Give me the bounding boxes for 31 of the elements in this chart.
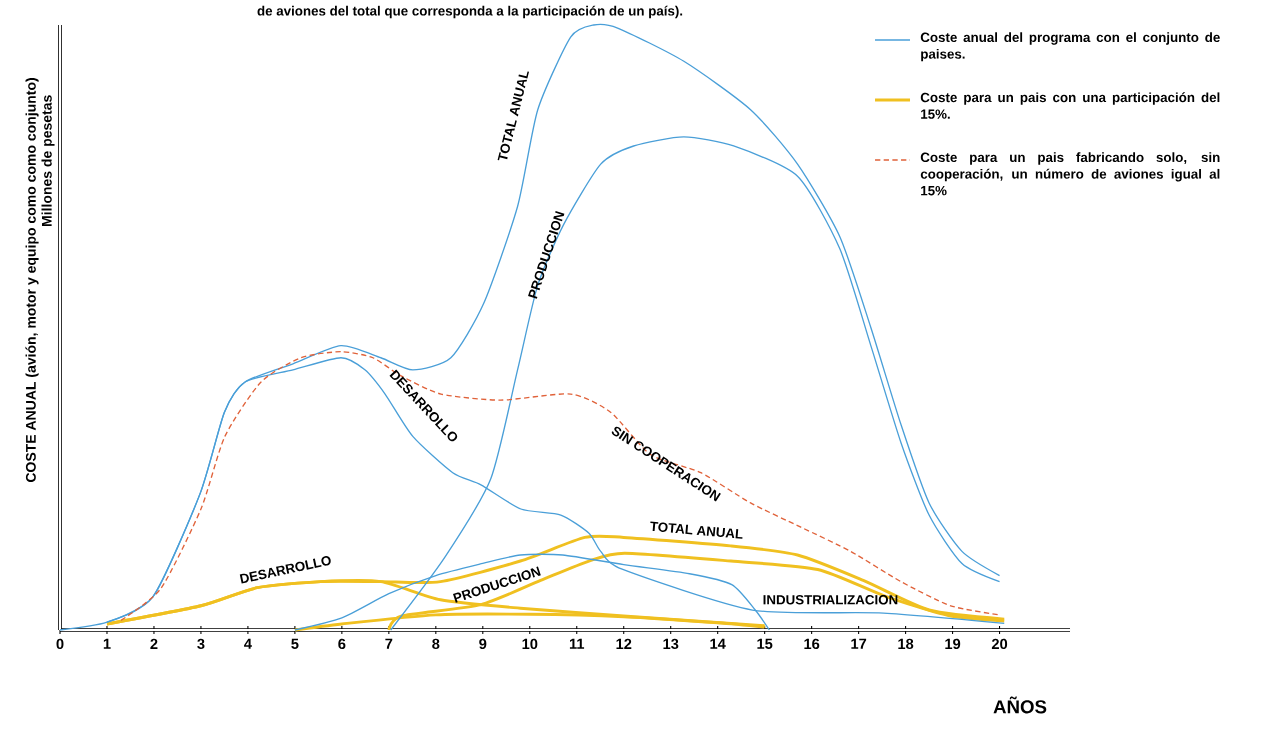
x-axis-title: AÑOS [993,696,1047,714]
x-tick-label: 20 [991,638,1008,650]
annotation: TOTAL ANUAL [497,71,530,161]
x-tick-label: 11 [569,638,585,649]
x-tick-label: 0 [56,638,64,650]
x-tick-label: 7 [385,638,393,649]
x-tick-label: 19 [945,638,961,650]
x-tick-label: 3 [197,638,205,650]
x-tick-label: 18 [898,638,914,650]
chart-title: de aviones del total que corresponda a la participación de un país). [257,5,683,19]
y-axis-title: COSTE ANUAL (avión, motor y equipo como como conjunto) [25,78,39,483]
legend-label: Coste para un pais con una participación del 15%. [920,92,1220,119]
x-tick-label: 13 [663,638,679,650]
x-tick-label: 17 [851,638,867,649]
x-tick-label: 14 [710,638,726,649]
annotation: INDUSTRIALIZACION [763,595,898,605]
x-tick-label: 6 [338,638,346,650]
text: Millones de pesetas [41,95,55,227]
x-tick-label: 8 [432,638,440,650]
legend-label: Coste para un pais fabricando solo, sin cooperación, un número de aviones igual al 15% [920,152,1220,196]
x-tick-label: 12 [616,638,632,649]
x-tick-label: 4 [244,638,252,649]
annotation: TOTAL ANUAL [650,521,743,539]
legend-label: Coste anual del programa con el conjunto de paises. [920,32,1220,62]
x-tick-label: 15 [757,638,773,649]
x-tick-label: 2 [150,638,158,649]
x-tick-label: 1 [103,638,111,649]
x-tick-label: 10 [522,638,538,650]
x-tick-label: 16 [804,638,820,650]
x-tick-label: 9 [479,638,487,650]
x-tick-label: 5 [291,638,299,649]
